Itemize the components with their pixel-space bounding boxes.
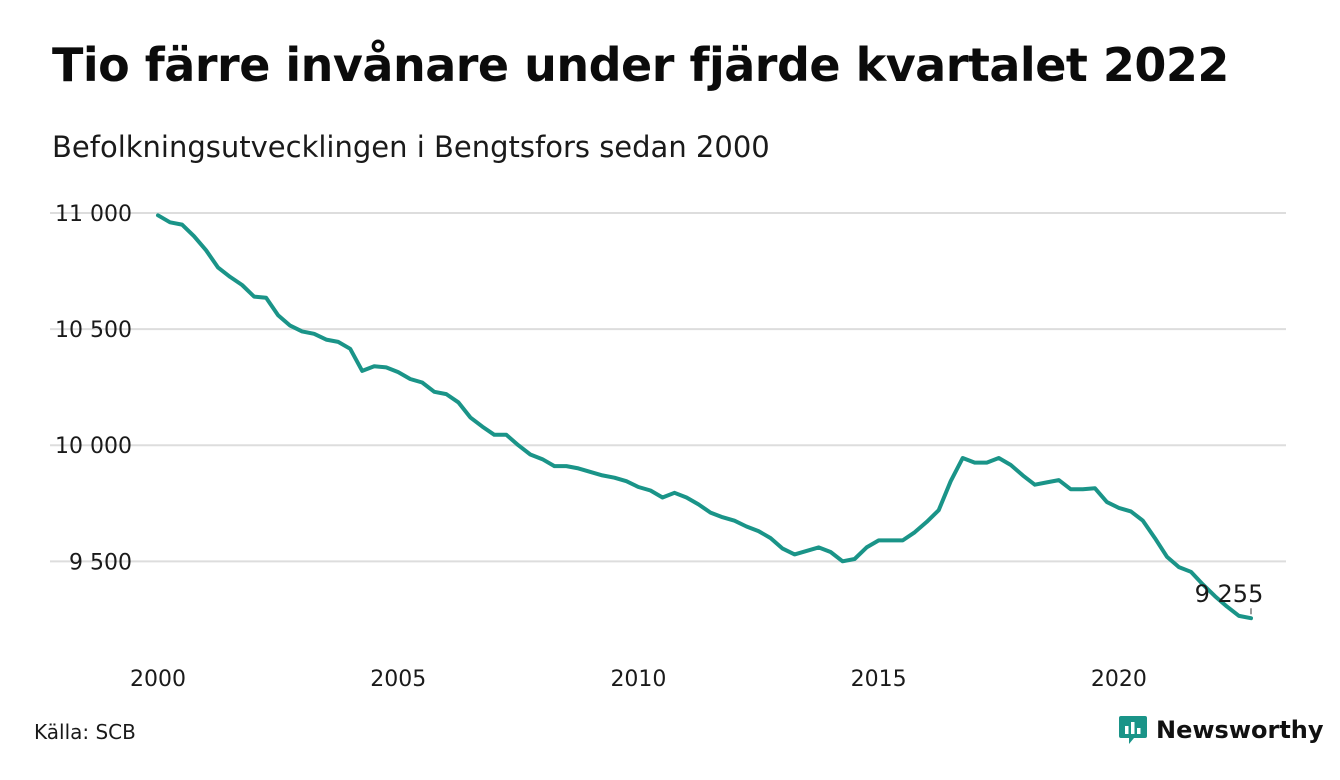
last-value-label: 9 255 — [1195, 580, 1264, 608]
x-tick-label: 2015 — [851, 667, 907, 692]
y-tick-label: 11 000 — [55, 202, 132, 227]
y-axis-ticks: 11 000 10 500 10 000 9 500 — [55, 202, 132, 575]
chart-subtitle: Befolkningsutvecklingen i Bengtsfors sed… — [52, 130, 770, 164]
brand-logo[interactable]: Newsworthy — [1118, 714, 1324, 746]
y-tick-label: 10 000 — [55, 434, 132, 459]
series-layer — [156, 213, 1253, 621]
newsworthy-icon — [1119, 716, 1147, 744]
x-axis-ticks: 2000 2005 2010 2015 2020 — [130, 667, 1147, 692]
annotation-layer: 9 255 — [1195, 580, 1264, 615]
x-tick-label: 2010 — [610, 667, 666, 692]
y-tick-label: 9 500 — [69, 550, 132, 575]
chart-title: Tio färre invånare under fjärde kvartale… — [52, 38, 1229, 92]
x-tick-label: 2005 — [370, 667, 426, 692]
x-tick-label: 2000 — [130, 667, 186, 692]
grid-lines — [50, 212, 1286, 563]
source-note: Källa: SCB — [34, 720, 136, 744]
series-line — [156, 213, 1253, 621]
x-tick-label: 2020 — [1091, 667, 1147, 692]
brand-name: Newsworthy — [1156, 716, 1324, 744]
y-tick-label: 10 500 — [55, 318, 132, 343]
